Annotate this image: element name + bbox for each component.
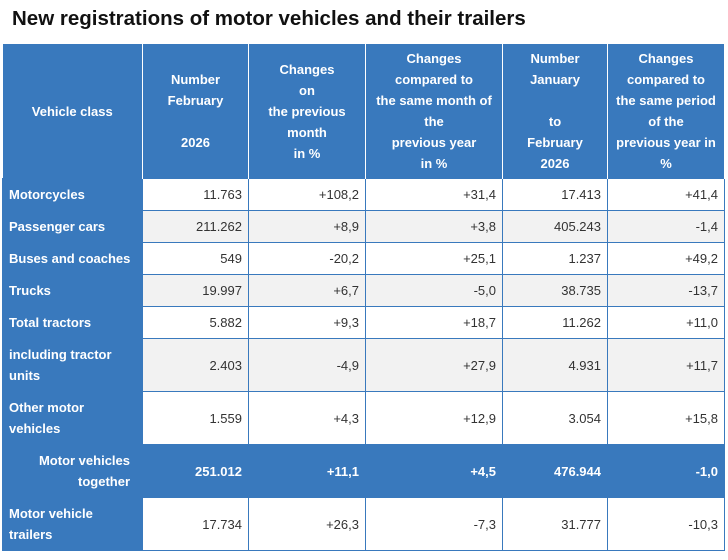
row-label: Motor vehicles together	[2, 444, 143, 498]
header-number-february: Number February 2026	[142, 44, 249, 179]
cell-number-february: 251.012	[142, 444, 249, 498]
table-row-motor-vehicle-trailers: Motor vehicle trailers 17.734 +26,3 -7,3 …	[2, 497, 725, 551]
cell-change-same-period-previous-year: -10,3	[607, 497, 725, 551]
cell-change-same-period-previous-year: -1,0	[607, 444, 725, 498]
table-row-motorcycles: Motorcycles 11.763 +108,2 +31,4 17.413 +…	[2, 178, 725, 211]
cell-change-same-month-previous-year: +27,9	[365, 338, 503, 392]
cell-change-same-period-previous-year: -1,4	[607, 210, 725, 243]
registrations-table: Vehicle class Number February 2026 Chang…	[2, 44, 725, 551]
table-row-tractor-units: including tractor units 2.403 -4,9 +27,9 …	[2, 338, 725, 392]
cell-number-january-to-february: 1.237	[502, 242, 608, 275]
table-row-trucks: Trucks 19.997 +6,7 -5,0 38.735 -13,7	[2, 274, 725, 307]
row-label: Motor vehicle trailers	[2, 497, 143, 551]
table-row-motor-vehicles-together: Motor vehicles together 251.012 +11,1 +4,…	[2, 444, 725, 498]
cell-change-previous-month: -4,9	[248, 338, 366, 392]
cell-number-february: 211.262	[142, 210, 249, 243]
cell-change-same-month-previous-year: +3,8	[365, 210, 503, 243]
cell-change-same-month-previous-year: +25,1	[365, 242, 503, 275]
header-vehicle-class: Vehicle class	[2, 44, 143, 179]
cell-number-february: 19.997	[142, 274, 249, 307]
cell-number-january-to-february: 31.777	[502, 497, 608, 551]
table-row-passenger-cars: Passenger cars 211.262 +8,9 +3,8 405.243…	[2, 210, 725, 243]
table-row-total-tractors: Total tractors 5.882 +9,3 +18,7 11.262 +…	[2, 306, 725, 339]
cell-change-same-month-previous-year: -5,0	[365, 274, 503, 307]
cell-change-same-period-previous-year: -13,7	[607, 274, 725, 307]
header-change-same-month-previous-year: Changes compared to the same month of th…	[365, 44, 503, 179]
cell-number-january-to-february: 3.054	[502, 391, 608, 445]
header-row: Vehicle class Number February 2026 Chang…	[2, 44, 725, 179]
row-label: Passenger cars	[2, 210, 143, 243]
cell-number-february: 5.882	[142, 306, 249, 339]
row-label: Buses and coaches	[2, 242, 143, 275]
cell-change-same-period-previous-year: +49,2	[607, 242, 725, 275]
cell-number-february: 2.403	[142, 338, 249, 392]
cell-change-same-month-previous-year: +4,5	[365, 444, 503, 498]
cell-change-previous-month: -20,2	[248, 242, 366, 275]
cell-change-same-period-previous-year: +41,4	[607, 178, 725, 211]
table-row-other-motor-vehicles: Other motor vehicles 1.559 +4,3 +12,9 3.0…	[2, 391, 725, 445]
header-number-january-to-february: Number January to February 2026	[502, 44, 608, 179]
cell-change-same-month-previous-year: +18,7	[365, 306, 503, 339]
cell-change-same-period-previous-year: +11,0	[607, 306, 725, 339]
cell-change-same-month-previous-year: +31,4	[365, 178, 503, 211]
row-label: including tractor units	[2, 338, 143, 392]
cell-change-previous-month: +4,3	[248, 391, 366, 445]
cell-change-previous-month: +108,2	[248, 178, 366, 211]
cell-change-same-month-previous-year: +12,9	[365, 391, 503, 445]
cell-change-same-period-previous-year: +11,7	[607, 338, 725, 392]
cell-number-january-to-february: 4.931	[502, 338, 608, 392]
cell-number-january-to-february: 38.735	[502, 274, 608, 307]
cell-number-february: 549	[142, 242, 249, 275]
row-label: Trucks	[2, 274, 143, 307]
cell-change-previous-month: +11,1	[248, 444, 366, 498]
header-change-same-period-previous-year: Changes compared to the same period of t…	[607, 44, 725, 179]
cell-change-previous-month: +9,3	[248, 306, 366, 339]
row-label: Other motor vehicles	[2, 391, 143, 445]
cell-change-previous-month: +6,7	[248, 274, 366, 307]
cell-change-previous-month: +8,9	[248, 210, 366, 243]
row-label: Motorcycles	[2, 178, 143, 211]
cell-change-same-month-previous-year: -7,3	[365, 497, 503, 551]
cell-number-february: 11.763	[142, 178, 249, 211]
cell-change-same-period-previous-year: +15,8	[607, 391, 725, 445]
cell-number-february: 1.559	[142, 391, 249, 445]
cell-change-previous-month: +26,3	[248, 497, 366, 551]
header-change-previous-month: Changes on the previous month in %	[248, 44, 366, 179]
cell-number-january-to-february: 405.243	[502, 210, 608, 243]
table-row-buses-and-coaches: Buses and coaches 549 -20,2 +25,1 1.237 …	[2, 242, 725, 275]
cell-number-february: 17.734	[142, 497, 249, 551]
cell-number-january-to-february: 11.262	[502, 306, 608, 339]
cell-number-january-to-february: 476.944	[502, 444, 608, 498]
row-label: Total tractors	[2, 306, 143, 339]
cell-number-january-to-february: 17.413	[502, 178, 608, 211]
page-title: New registrations of motor vehicles and …	[12, 7, 526, 30]
